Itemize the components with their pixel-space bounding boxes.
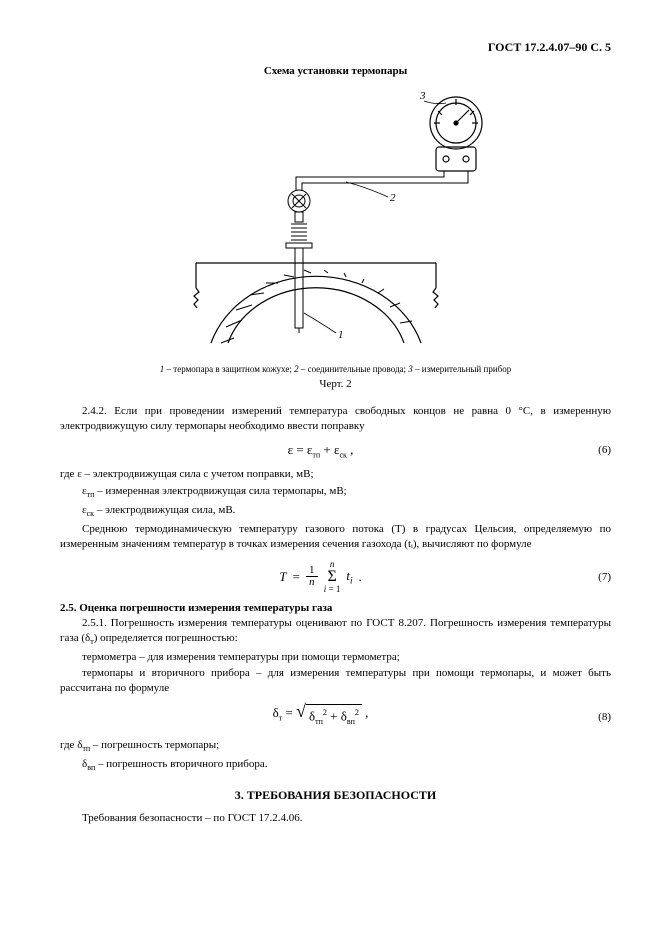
where-8-line1: где δтп – погрешность термопары; [60, 738, 611, 755]
paragraph-3: Требования безопасности – по ГОСТ 17.2.4… [60, 811, 611, 826]
where-6-line2: εтп – измеренная электродвижущая сила те… [60, 484, 611, 501]
equation-6: ε = εтп + εск , (6) [60, 442, 611, 460]
figure-number: Черт. 2 [60, 378, 611, 390]
diagram-label-1: 1 [338, 329, 344, 341]
paragraph-251a: 2.5.1. Погрешность измерения температуры… [60, 616, 611, 648]
thermocouple-diagram: 3 2 [60, 83, 611, 358]
section-2-5-title: 2.5. Оценка погрешности измерения темпер… [60, 602, 611, 614]
paragraph-251b: термометра – для измерения температуры п… [60, 650, 611, 665]
equation-7: T = 1 n n Σ i = 1 ti. (7) [60, 560, 611, 594]
where-6-line1: где ε – электродвижущая сила с учетом по… [60, 467, 611, 482]
figure-caption: 1 – термопара в защитном кожухе; 2 – сое… [60, 364, 611, 374]
section-3-title: 3. ТРЕБОВАНИЯ БЕЗОПАСНОСТИ [60, 788, 611, 803]
equation-8: δт = √ δтп2 + δвп2 , (8) [60, 704, 611, 730]
paragraph-242: 2.4.2. Если при проведении измерений тем… [60, 404, 611, 434]
diagram-label-2: 2 [390, 192, 396, 204]
figure-title: Схема установки термопары [60, 65, 611, 77]
paragraph-251c: термопары и вторичного прибора – для изм… [60, 666, 611, 696]
where-8-line2: δвп – погрешность вторичного прибора. [60, 757, 611, 774]
page-header: ГОСТ 17.2.4.07–90 С. 5 [60, 40, 611, 55]
paragraph-mean: Среднюю термодинамическую температуру га… [60, 522, 611, 552]
where-6-line3: εск – электродвижущая сила, мВ. [60, 503, 611, 520]
diagram-label-3: 3 [419, 90, 426, 102]
